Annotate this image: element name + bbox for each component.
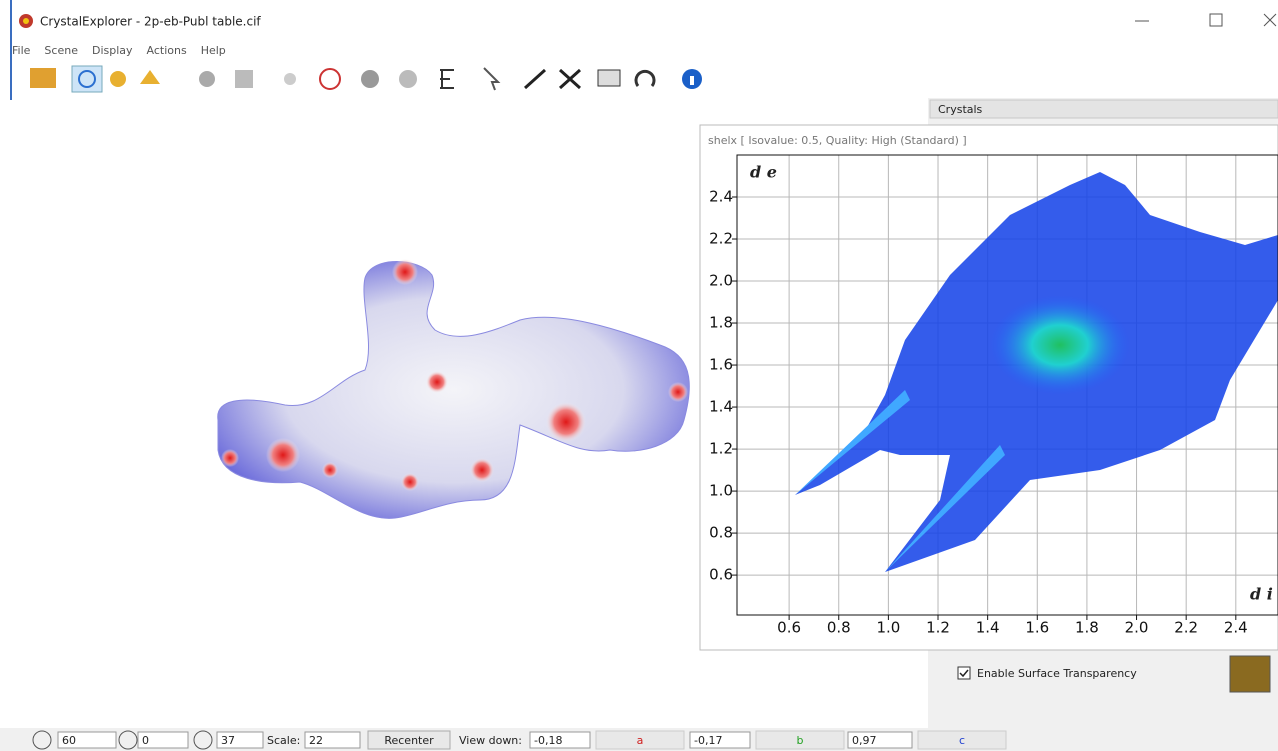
void-icon[interactable] bbox=[399, 70, 417, 88]
atoms-icon[interactable] bbox=[199, 71, 215, 87]
menu-bar: File Scene Display Actions Help bbox=[12, 44, 226, 57]
x-tick-label: 2.0 bbox=[1125, 619, 1149, 637]
window-title: CrystalExplorer - 2p-eb-Publ table.cif bbox=[40, 15, 261, 29]
select-icon[interactable] bbox=[484, 68, 498, 90]
b-label: b bbox=[797, 734, 804, 747]
surface-shape bbox=[218, 262, 690, 519]
y-tick-label: 1.0 bbox=[709, 482, 733, 500]
hirshfeld-surface bbox=[218, 259, 690, 518]
red-spot bbox=[221, 449, 239, 467]
red-spot bbox=[470, 458, 494, 482]
rotate-icon[interactable] bbox=[72, 66, 102, 92]
scale-value: 22 bbox=[309, 734, 323, 747]
surface-icon[interactable] bbox=[320, 69, 340, 89]
energy-icon[interactable] bbox=[361, 70, 379, 88]
angle-icon[interactable] bbox=[560, 70, 580, 88]
y-tick-label: 0.8 bbox=[709, 524, 733, 542]
red-spot bbox=[266, 438, 300, 472]
c-label: c bbox=[959, 734, 965, 747]
distance-icon[interactable] bbox=[525, 70, 545, 88]
app-icon-core bbox=[23, 18, 29, 24]
x-tick-label: 0.8 bbox=[827, 619, 851, 637]
y-tick-label: 2.2 bbox=[709, 230, 733, 248]
scale-label: Scale: bbox=[267, 734, 300, 747]
menu-item[interactable]: Actions bbox=[147, 44, 187, 57]
y-tick-label: 2.4 bbox=[709, 188, 733, 206]
rot-x-value: 60 bbox=[62, 734, 76, 747]
panel-title: Crystals bbox=[938, 103, 983, 116]
x-tick-label: 1.0 bbox=[876, 619, 900, 637]
red-spot bbox=[401, 473, 419, 491]
texture-swatch[interactable] bbox=[1230, 656, 1270, 692]
rot-z-value: 37 bbox=[221, 734, 235, 747]
y-tick-label: 1.8 bbox=[709, 314, 733, 332]
menu-item[interactable]: Scene bbox=[44, 44, 78, 57]
recenter-label: Recenter bbox=[384, 734, 434, 747]
y-tick-label: 1.6 bbox=[709, 356, 733, 374]
x-tick-label: 2.4 bbox=[1224, 619, 1248, 637]
x-tick-label: 1.8 bbox=[1075, 619, 1099, 637]
menu-item[interactable]: File bbox=[12, 44, 31, 57]
page: { "window": {"title": "CrystalExplorer -… bbox=[0, 0, 1278, 751]
x-tick-label: 0.6 bbox=[777, 619, 801, 637]
open-icon[interactable] bbox=[30, 68, 56, 88]
frag-icon[interactable] bbox=[284, 73, 296, 85]
c-value: 0,97 bbox=[852, 734, 877, 747]
scale-icon[interactable] bbox=[140, 70, 160, 84]
y-tick-label: 1.4 bbox=[709, 398, 733, 416]
checkbox-label[interactable]: Enable Surface Transparency bbox=[977, 667, 1137, 680]
red-spot bbox=[546, 402, 586, 442]
plot-subtitle: shelx [ Isovalue: 0.5, Quality: High (St… bbox=[708, 134, 967, 147]
rot-y-value: 0 bbox=[142, 734, 149, 747]
x-axis-label: d i bbox=[1250, 585, 1273, 604]
a-value: -0,18 bbox=[534, 734, 562, 747]
y-tick-label: 2.0 bbox=[709, 272, 733, 290]
y-tick-label: 0.6 bbox=[709, 566, 733, 584]
b-value: -0,17 bbox=[694, 734, 722, 747]
menu-item[interactable]: Help bbox=[201, 44, 226, 57]
info-glyph bbox=[690, 76, 694, 85]
view-down-label: View down: bbox=[459, 734, 522, 747]
app-window: CrystalExplorer - 2p-eb-Publ table.cif F… bbox=[0, 0, 1278, 751]
x-tick-label: 2.2 bbox=[1174, 619, 1198, 637]
red-spot bbox=[322, 462, 338, 478]
y-axis-label: d e bbox=[750, 163, 777, 182]
red-spot bbox=[426, 371, 448, 393]
energy-e-icon[interactable] bbox=[440, 70, 454, 88]
y-tick-label: 1.2 bbox=[709, 440, 733, 458]
x-tick-label: 1.2 bbox=[926, 619, 950, 637]
x-tick-label: 1.6 bbox=[1025, 619, 1049, 637]
menu-item[interactable]: Display bbox=[92, 44, 133, 57]
checkbox[interactable] bbox=[958, 667, 970, 679]
x-tick-label: 1.4 bbox=[976, 619, 1000, 637]
undo-icon[interactable] bbox=[636, 71, 654, 86]
cell-icon[interactable] bbox=[235, 70, 253, 88]
density-peak bbox=[990, 295, 1130, 395]
toolbar bbox=[30, 66, 702, 92]
red-spot bbox=[392, 259, 418, 285]
red-spot bbox=[668, 382, 688, 402]
torsion-icon[interactable] bbox=[598, 70, 620, 86]
translate-icon[interactable] bbox=[110, 71, 126, 87]
a-label: a bbox=[637, 734, 644, 747]
